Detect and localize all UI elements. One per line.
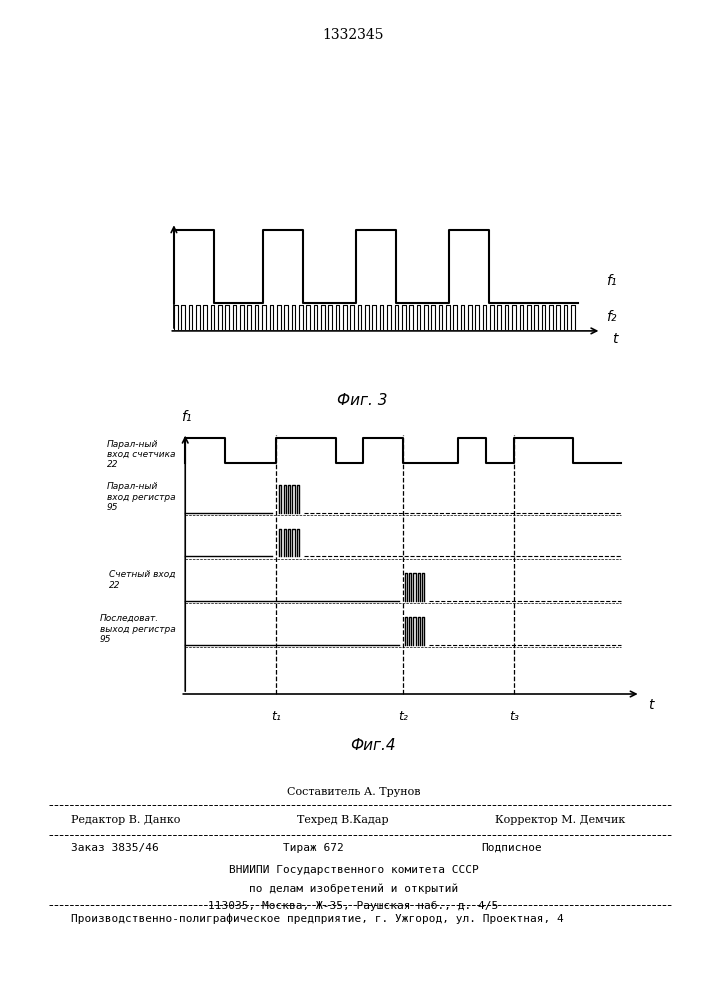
Text: f₁: f₁ <box>181 410 192 424</box>
Text: Тираж 672: Тираж 672 <box>283 843 344 853</box>
Text: t₃: t₃ <box>509 710 519 724</box>
Text: Счетный вход
22: Счетный вход 22 <box>109 570 175 590</box>
Text: Редактор В. Данко: Редактор В. Данко <box>71 815 180 825</box>
Text: Корректор М. Демчик: Корректор М. Демчик <box>495 815 625 825</box>
Text: 113035, Москва, Ж-35, Раушская наб., д. 4/5: 113035, Москва, Ж-35, Раушская наб., д. … <box>209 901 498 911</box>
Text: по делам изобретений и открытий: по делам изобретений и открытий <box>249 883 458 894</box>
Text: Фиг.4: Фиг.4 <box>351 738 396 753</box>
Text: Техред В.Кадар: Техред В.Кадар <box>297 815 389 825</box>
Text: f₁: f₁ <box>606 274 617 288</box>
Text: t₁: t₁ <box>271 710 281 724</box>
Text: Составитель А. Трунов: Составитель А. Трунов <box>287 787 420 797</box>
Text: Фиг. 3: Фиг. 3 <box>337 393 387 408</box>
Text: f₂: f₂ <box>606 310 617 324</box>
Text: Парал-ный
вход счетчика
22: Парал-ный вход счетчика 22 <box>107 440 175 469</box>
Text: Производственно-полиграфическое предприятие, г. Ужгород, ул. Проектная, 4: Производственно-полиграфическое предприя… <box>71 913 563 924</box>
Text: Заказ 3835/46: Заказ 3835/46 <box>71 843 158 853</box>
Text: t: t <box>648 698 653 712</box>
Text: t: t <box>612 332 618 346</box>
Text: t₂: t₂ <box>398 710 408 724</box>
Text: Парал-ный
вход регистра
95: Парал-ный вход регистра 95 <box>107 482 175 512</box>
Text: Подписное: Подписное <box>481 843 542 853</box>
Text: 1332345: 1332345 <box>323 28 384 42</box>
Text: Последоват.
выход регистра
95: Последоват. выход регистра 95 <box>100 614 175 644</box>
Text: ВНИИПИ Государственного комитета СССР: ВНИИПИ Государственного комитета СССР <box>228 865 479 875</box>
